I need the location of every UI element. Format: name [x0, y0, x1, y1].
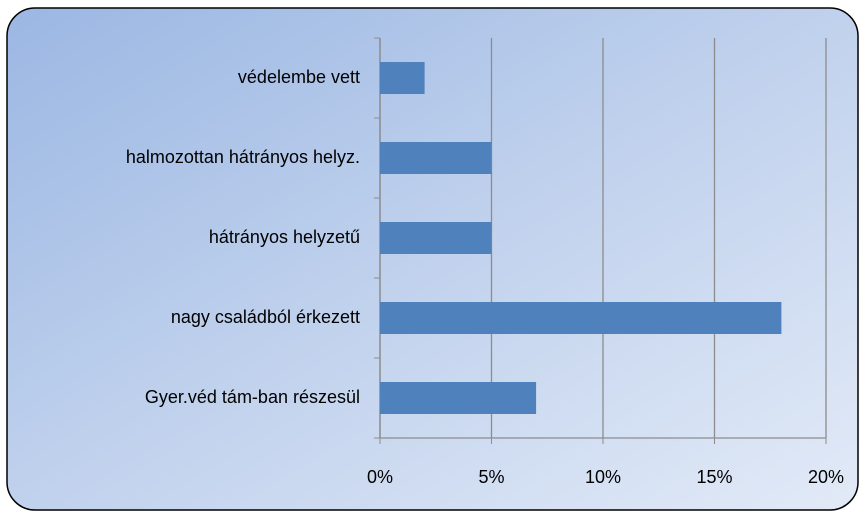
bar	[380, 222, 492, 254]
y-tick-label: védelembe vett	[238, 67, 360, 87]
bar	[380, 62, 425, 94]
bar	[380, 382, 537, 414]
chart-frame	[6, 7, 859, 511]
x-tick-label: 0%	[367, 467, 393, 487]
x-tick-label: 20%	[808, 467, 844, 487]
y-tick-label: hátrányos helyzetű	[209, 227, 360, 247]
y-tick-label: halmozottan hátrányos helyz.	[126, 147, 360, 167]
bar	[380, 142, 492, 174]
y-tick-label: nagy családból érkezett	[171, 307, 360, 327]
x-tick-label: 5%	[478, 467, 504, 487]
y-tick-label: Gyer.véd tám-ban részesül	[145, 387, 360, 407]
bar	[380, 302, 782, 334]
x-tick-label: 15%	[696, 467, 732, 487]
x-tick-label: 10%	[585, 467, 621, 487]
